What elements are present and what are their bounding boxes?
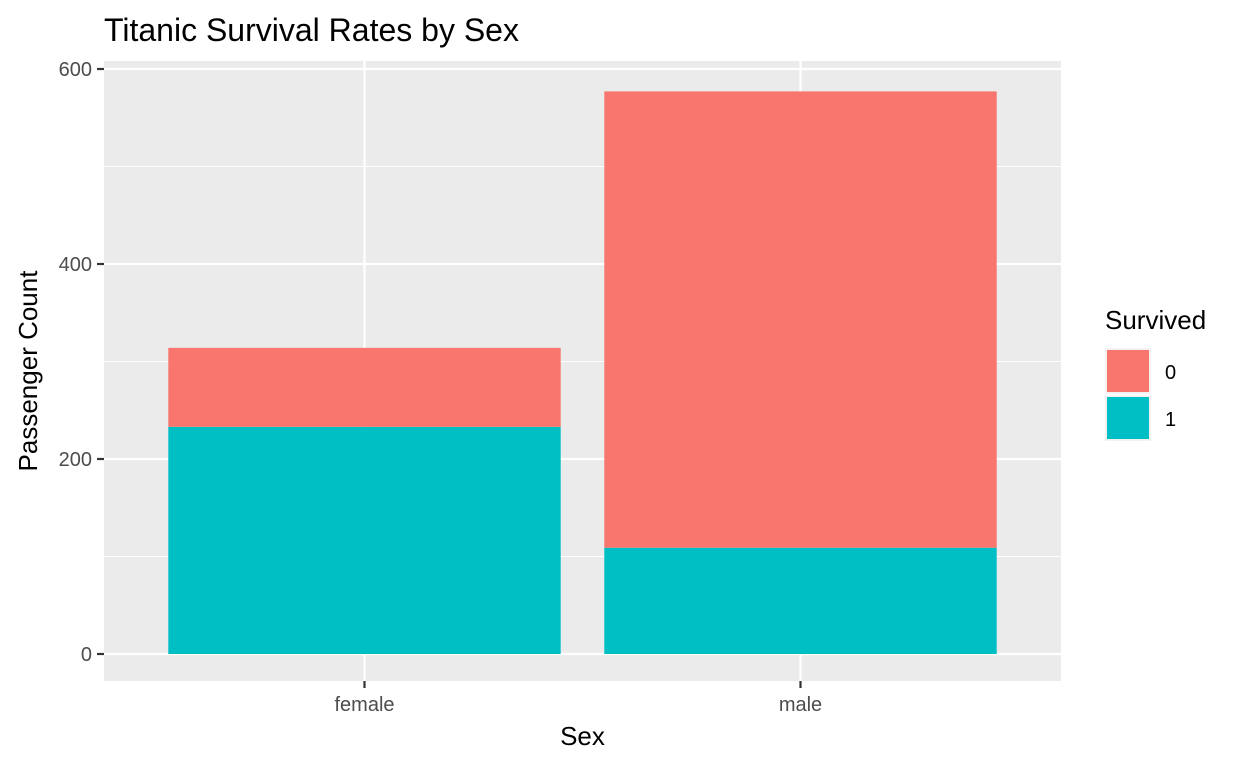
chart-title: Titanic Survival Rates by Sex — [104, 12, 519, 48]
legend-swatch-0 — [1107, 350, 1149, 392]
y-axis-title: Passenger Count — [13, 270, 43, 472]
bar-male-survived-1 — [604, 547, 997, 654]
y-tick-label: 600 — [59, 59, 92, 81]
legend: Survived 01 — [1105, 305, 1206, 441]
bar-female-survived-0 — [168, 347, 561, 427]
y-axis: 0 200 400 600 — [59, 59, 104, 666]
bar-female-survived-1 — [168, 426, 561, 654]
legend-title: Survived — [1105, 305, 1206, 335]
x-axis-title: Sex — [560, 721, 605, 751]
y-tick-label: 0 — [81, 644, 92, 666]
x-tick-label: male — [779, 694, 822, 716]
legend-swatch-1 — [1107, 397, 1149, 439]
bar-male-survived-0 — [604, 91, 997, 548]
y-tick-label: 400 — [59, 254, 92, 276]
legend-label-1: 1 — [1165, 409, 1176, 431]
legend-label-0: 0 — [1165, 362, 1176, 384]
legend-items: 01 — [1105, 348, 1176, 441]
bars — [168, 91, 997, 654]
y-tick-label: 200 — [59, 449, 92, 471]
x-axis: female male — [334, 681, 822, 716]
x-tick-label: female — [334, 694, 394, 716]
